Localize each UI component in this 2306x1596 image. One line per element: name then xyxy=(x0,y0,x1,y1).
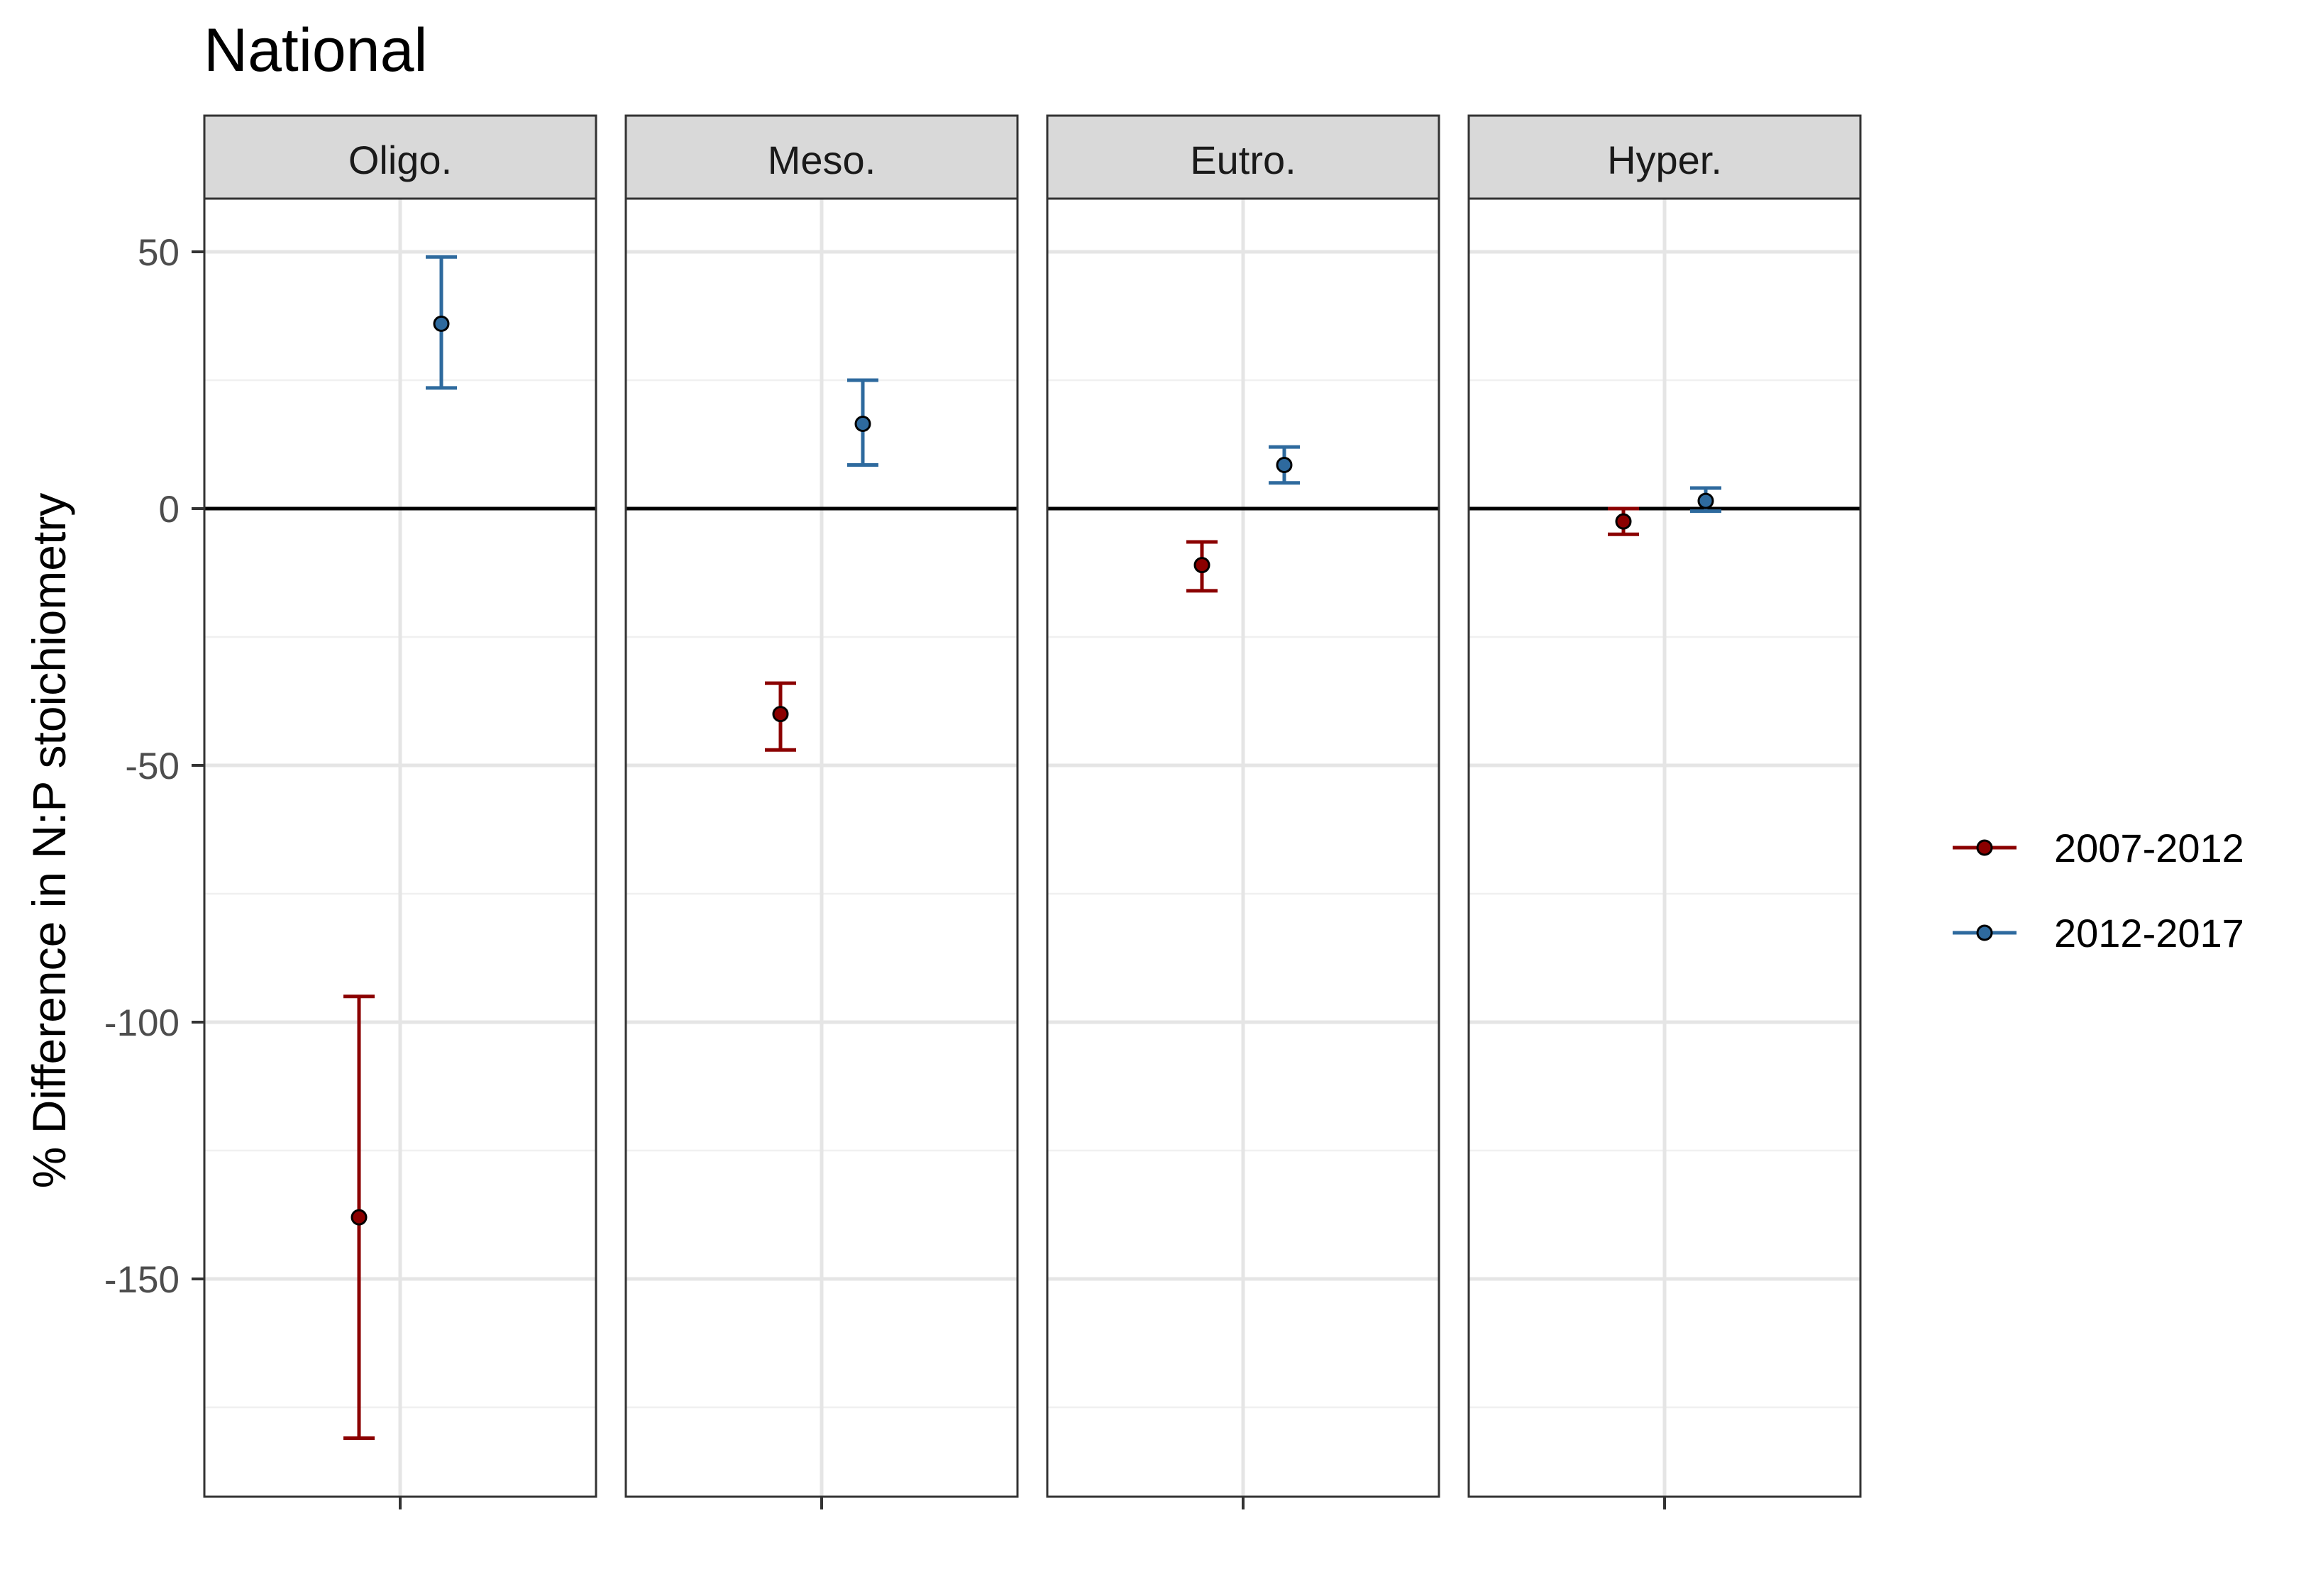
errorbar-2007-2012 xyxy=(765,681,796,752)
legend-key-point xyxy=(1976,924,1993,941)
y-axis: 50 0 -50 -100 -150 xyxy=(104,232,204,1301)
data-point xyxy=(1276,456,1293,473)
facet-label: Meso. xyxy=(768,138,876,182)
data-point xyxy=(433,315,450,332)
legend-label: 2007-2012 xyxy=(2054,826,2244,870)
errorbar-2007-2012 xyxy=(1608,506,1639,536)
facet-strip xyxy=(1046,114,1440,200)
y-axis-title: % Difference in N:P stoichiometry xyxy=(23,493,75,1189)
facet-panel: Hyper. xyxy=(1467,114,1862,1509)
data-point xyxy=(772,706,789,723)
data-point xyxy=(854,416,871,433)
facet-panel: Eutro. xyxy=(1046,114,1440,1509)
data-point xyxy=(351,1209,368,1226)
data-point xyxy=(1697,492,1714,509)
data-point xyxy=(1615,513,1632,530)
y-tick-label: -50 xyxy=(125,746,180,787)
facet-label: Oligo. xyxy=(348,138,452,182)
legend-key-point xyxy=(1976,839,1993,856)
y-tick-label: 0 xyxy=(159,489,180,531)
errorbar-2012-2017 xyxy=(847,378,878,467)
errorbar-2012-2017 xyxy=(1269,445,1300,485)
legend: 2007-2012 2012-2017 xyxy=(1953,826,2244,955)
legend-item: 2012-2017 xyxy=(1953,911,2244,955)
y-tick-label: -150 xyxy=(104,1259,180,1301)
facet-strip xyxy=(1467,114,1862,200)
chart-title: National xyxy=(204,16,428,84)
data-point xyxy=(1193,557,1210,574)
errorbar-2012-2017 xyxy=(426,255,457,390)
facet-label: Eutro. xyxy=(1190,138,1296,182)
errorbar-2012-2017 xyxy=(1690,486,1721,514)
facet-strip xyxy=(203,114,597,200)
legend-label: 2012-2017 xyxy=(2054,911,2244,955)
facet-label: Hyper. xyxy=(1607,138,1722,182)
legend-item: 2007-2012 xyxy=(1953,826,2244,870)
y-tick-label: 50 xyxy=(138,232,180,274)
y-tick-label: -100 xyxy=(104,1002,180,1044)
errorbar-2007-2012 xyxy=(1186,540,1218,593)
facet-panel: Meso. xyxy=(624,114,1019,1509)
facet-panels: Oligo. Meso. Eutro. Hyper. xyxy=(203,114,1862,1509)
facet-strip xyxy=(624,114,1019,200)
errorbar-2007-2012 xyxy=(343,994,375,1440)
facet-panel: Oligo. xyxy=(203,114,597,1509)
